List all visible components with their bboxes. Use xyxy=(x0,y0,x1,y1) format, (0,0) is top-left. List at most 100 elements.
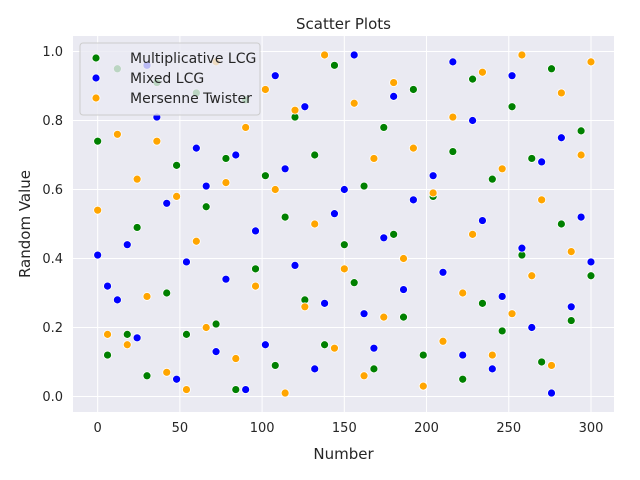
data-point xyxy=(428,188,438,198)
data-point xyxy=(211,319,221,329)
data-point xyxy=(418,350,428,360)
data-point xyxy=(330,60,339,70)
data-point xyxy=(231,385,241,394)
y-tick-label: 0.4 xyxy=(42,252,63,267)
data-point xyxy=(103,350,112,360)
legend-label: Mixed LCG xyxy=(130,71,204,87)
data-point xyxy=(379,312,389,322)
data-point xyxy=(458,288,468,298)
data-point xyxy=(241,123,251,132)
data-point xyxy=(576,212,586,222)
data-point xyxy=(270,361,280,370)
data-point xyxy=(162,198,172,208)
data-point xyxy=(468,116,477,125)
x-axis-label: Number xyxy=(313,445,374,463)
data-point xyxy=(497,326,507,336)
data-point xyxy=(290,105,300,115)
data-point xyxy=(566,316,576,325)
legend-box xyxy=(79,42,261,116)
data-point xyxy=(537,195,547,205)
data-point xyxy=(231,150,241,160)
data-point xyxy=(162,288,172,298)
data-point xyxy=(448,147,458,156)
data-point xyxy=(576,126,586,136)
data-point xyxy=(93,250,103,260)
data-point xyxy=(280,212,290,222)
data-point xyxy=(478,298,487,308)
y-tick-label: 0.6 xyxy=(42,183,63,198)
data-point xyxy=(280,164,290,174)
data-point xyxy=(310,364,320,374)
data-point xyxy=(122,329,132,339)
data-point xyxy=(93,136,103,146)
data-point xyxy=(112,129,122,139)
data-point xyxy=(527,323,537,332)
data-point xyxy=(399,254,408,263)
x-tick-label: 300 xyxy=(579,421,604,436)
data-point xyxy=(359,309,369,319)
data-point xyxy=(349,278,359,288)
data-point xyxy=(231,354,241,363)
data-point xyxy=(201,181,211,191)
data-point xyxy=(359,371,369,381)
data-point xyxy=(182,385,191,394)
data-point xyxy=(389,91,399,101)
data-point xyxy=(251,281,260,291)
data-point xyxy=(408,143,418,153)
data-point xyxy=(556,88,566,98)
data-point xyxy=(142,371,152,381)
data-point xyxy=(537,357,547,367)
data-point xyxy=(527,271,537,281)
series-1 xyxy=(93,50,596,398)
data-point xyxy=(399,285,408,294)
data-point xyxy=(310,150,320,160)
data-point xyxy=(369,364,379,374)
data-point xyxy=(251,226,260,236)
data-point xyxy=(270,185,280,194)
chart-title: Scatter Plots xyxy=(296,15,391,33)
data-point xyxy=(260,85,270,94)
data-point xyxy=(399,312,408,322)
data-point xyxy=(458,374,468,384)
legend-marker xyxy=(91,53,101,63)
data-point xyxy=(320,50,329,60)
data-point xyxy=(369,343,379,353)
x-tick-label: 0 xyxy=(94,421,102,436)
data-point xyxy=(211,347,221,357)
data-point xyxy=(517,50,527,60)
data-point xyxy=(221,274,231,284)
legend-label: Mersenne Twister xyxy=(130,91,252,107)
data-point xyxy=(320,298,329,308)
data-point xyxy=(468,229,477,239)
data-point xyxy=(547,361,556,370)
data-point xyxy=(497,164,507,174)
data-point xyxy=(389,78,399,87)
data-point xyxy=(221,178,231,188)
data-point xyxy=(418,381,428,391)
data-point xyxy=(487,364,497,374)
data-point xyxy=(438,267,448,277)
data-point xyxy=(547,388,556,398)
data-point xyxy=(251,264,260,274)
data-point xyxy=(478,216,487,225)
data-point xyxy=(182,257,191,267)
data-point xyxy=(359,181,369,191)
data-point xyxy=(339,240,349,250)
data-point xyxy=(290,260,300,270)
y-tick-label: 0.2 xyxy=(42,321,63,336)
data-point xyxy=(576,150,586,160)
data-point xyxy=(191,236,201,246)
data-point xyxy=(527,154,537,163)
data-point xyxy=(122,340,132,350)
data-point xyxy=(468,74,477,84)
y-tick-label: 0.0 xyxy=(42,390,63,405)
data-point xyxy=(132,223,142,232)
data-point xyxy=(507,309,517,319)
data-point xyxy=(330,209,339,219)
data-point xyxy=(438,336,448,346)
data-point xyxy=(152,136,162,146)
data-point xyxy=(497,292,507,301)
y-tick-label: 0.8 xyxy=(42,114,63,129)
legend-label: Multiplicative LCG xyxy=(130,51,256,67)
